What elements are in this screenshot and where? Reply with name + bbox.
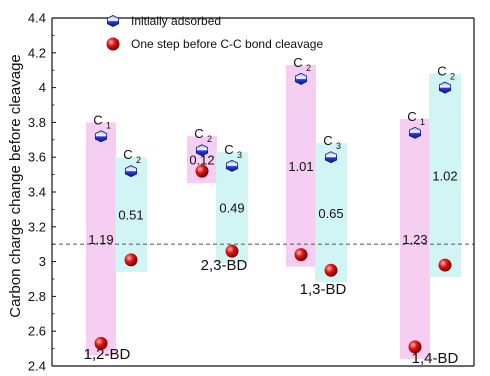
initial-marker <box>324 151 338 164</box>
axes-layer: 2.4 2.6 2.8 3 3.2 3.4 3.6 3.8 4 4.2 4.4 Carbon char… <box>7 11 475 374</box>
y-tick-label: 3.2 <box>28 219 46 234</box>
initial-marker <box>94 130 108 143</box>
marks-layer <box>94 72 452 354</box>
y-tick-label: 3.6 <box>28 150 46 165</box>
cleavage-marker <box>225 244 239 258</box>
carbon-label: C <box>93 112 102 127</box>
difference-label: 0.65 <box>318 206 343 221</box>
initial-marker <box>225 159 239 172</box>
initial-marker <box>408 126 422 139</box>
legend-initial-marker <box>106 15 120 27</box>
group-label: 1,4-BD <box>412 350 459 367</box>
cleavage-marker <box>408 340 422 354</box>
y-axis-title: Carbon charge change before cleavage <box>7 54 24 318</box>
carbon-label: C <box>123 147 132 162</box>
initial-marker <box>195 144 209 157</box>
group-label: 1,2-BD <box>84 346 131 363</box>
legend-cleavage-label: One step before C-C bond cleavage <box>131 37 323 51</box>
cleavage-marker <box>438 258 452 272</box>
initial-marker <box>294 72 308 85</box>
range-band <box>286 64 316 267</box>
range-band <box>315 143 347 283</box>
y-tick-label: 4 <box>39 80 46 95</box>
y-tick-label: 3.4 <box>28 185 46 200</box>
initial-marker <box>124 165 138 178</box>
labels-layer: C 11.19C 20.511,2-BDC 20.12C 30.492,3-BDC 21.… <box>84 55 459 367</box>
cleavage-marker <box>324 263 338 277</box>
difference-label: 1.02 <box>432 168 457 183</box>
range-band <box>400 118 430 359</box>
carbon-subscript: 2 <box>450 72 455 82</box>
carbon-subscript: 2 <box>136 155 141 165</box>
carbon-subscript: 1 <box>106 120 111 130</box>
range-band <box>86 122 116 356</box>
carbon-label: C <box>224 142 233 157</box>
cleavage-marker <box>294 248 308 262</box>
carbon-subscript: 2 <box>306 63 311 73</box>
difference-label: 0.49 <box>219 201 244 216</box>
difference-label: 0.12 <box>189 153 214 168</box>
y-tick-label: 2.4 <box>28 359 46 372</box>
carbon-label: C <box>194 126 203 141</box>
difference-label: 1.23 <box>402 232 427 247</box>
initial-marker <box>438 81 452 94</box>
carbon-subscript: 1 <box>420 117 425 127</box>
y-tick-label: 4.2 <box>28 45 46 60</box>
difference-label: 0.51 <box>118 207 143 222</box>
carbon-label: C <box>293 55 302 70</box>
carbon-label: C <box>437 64 446 79</box>
legend-initial-label: Initially adsorbed <box>131 14 221 28</box>
carbon-label: C <box>323 133 332 148</box>
legend: Initially adsorbed One step before C-C bo… <box>106 14 323 51</box>
cleavage-marker <box>94 336 108 350</box>
y-tick-label: 2.8 <box>28 289 46 304</box>
carbon-subscript: 3 <box>336 141 341 151</box>
y-tick-label: 3 <box>39 254 46 269</box>
y-tick-label: 2.6 <box>28 324 46 339</box>
carbon-label: C <box>407 109 416 124</box>
y-tick-label: 4.4 <box>28 11 46 26</box>
group-label: 1,3-BD <box>300 281 347 298</box>
difference-label: 1.01 <box>288 159 313 174</box>
difference-label: 1.19 <box>88 232 113 247</box>
cleavage-marker <box>195 164 209 178</box>
group-label: 2,3-BD <box>201 257 248 274</box>
carbon-subscript: 3 <box>237 150 242 160</box>
carbon-subscript: 2 <box>207 134 212 144</box>
range-band <box>429 73 461 278</box>
legend-cleavage-marker <box>106 37 120 51</box>
cleavage-marker <box>124 253 138 267</box>
y-tick-label: 3.8 <box>28 115 46 130</box>
